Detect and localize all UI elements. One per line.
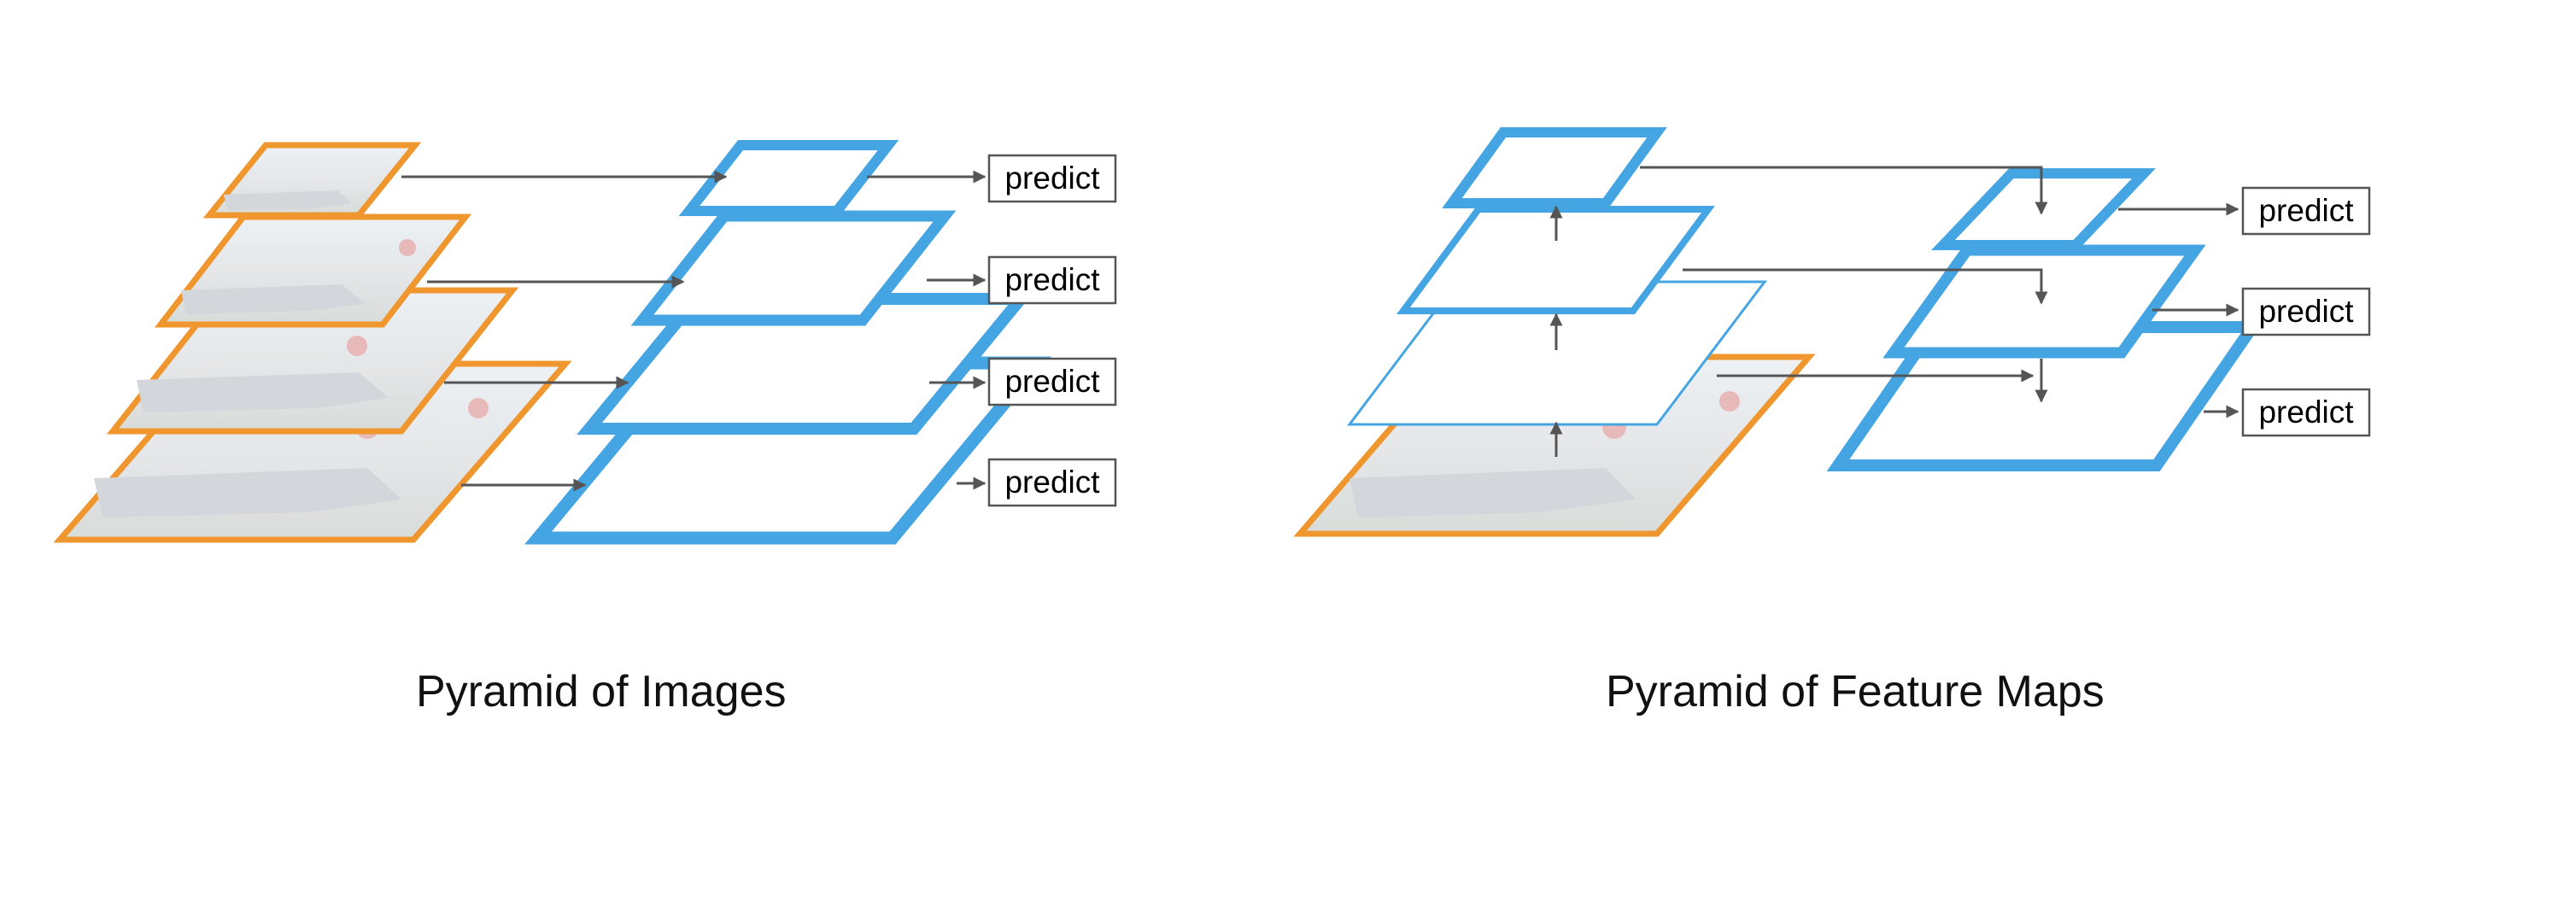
- predict-label: predict: [1004, 364, 1100, 399]
- image-pyramid: [53, 142, 572, 543]
- feature-map-1: [678, 140, 899, 216]
- feature-stack: [524, 140, 1051, 545]
- predict-label: predict: [2258, 395, 2354, 430]
- predict-label: predict: [2258, 193, 2354, 228]
- image-to-feature-arrows: [401, 170, 728, 492]
- bottom-up-pathway: [1346, 127, 1768, 426]
- predict-label: predict: [1004, 465, 1100, 500]
- lateral-connections: [1640, 166, 2048, 403]
- caption-pyramid-of-feature-maps: Pyramid of Feature Maps: [1606, 667, 2105, 716]
- predict-box-right-1: predict: [2241, 186, 2371, 236]
- predict-label: predict: [2258, 294, 2354, 329]
- caption-pyramid-of-images: Pyramid of Images: [416, 667, 787, 716]
- predict-box-3: predict: [987, 357, 1117, 406]
- top-down-pathway: [1826, 168, 2264, 471]
- predict-arrows-right: [2118, 202, 2239, 418]
- top-down-map-1: [1931, 168, 2156, 250]
- bottom-up-map-1: [1442, 127, 1667, 208]
- predict-box-1: predict: [987, 154, 1117, 203]
- bottom-up-map-2: [1396, 206, 1715, 314]
- predict-box-right-3: predict: [2241, 388, 2371, 437]
- pyramid-of-images: predict predict predict predict: [53, 140, 1117, 545]
- predict-arrows: [867, 170, 986, 490]
- predict-box-4: predict: [987, 458, 1117, 507]
- feature-map-2: [630, 210, 957, 326]
- predict-box-right-2: predict: [2241, 287, 2371, 336]
- image-level-1: [202, 142, 422, 219]
- pyramid-of-feature-maps: predict predict predict: [1293, 127, 2371, 537]
- image-level-2: [154, 213, 472, 328]
- predict-label: predict: [1004, 161, 1100, 196]
- predict-label: predict: [1004, 262, 1100, 297]
- predict-box-2: predict: [987, 255, 1117, 305]
